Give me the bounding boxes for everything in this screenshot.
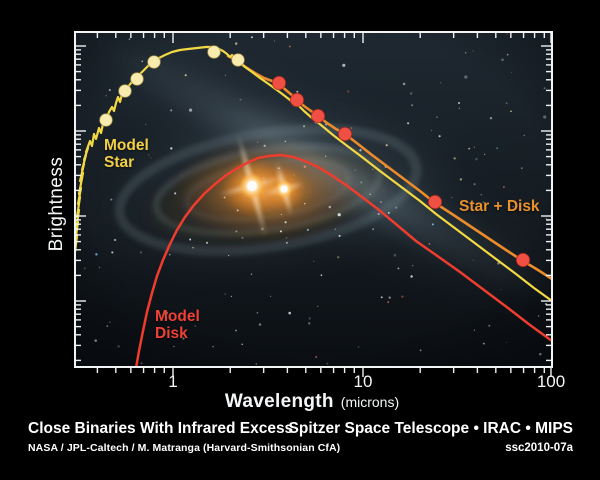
x-axis-label-unit: (microns)	[340, 394, 400, 410]
plot-frame	[74, 31, 553, 368]
x-axis-label: Wavelength (microns)	[225, 391, 399, 413]
y-axis-label: Brightness	[46, 156, 67, 252]
caption-release-id: ssc2010-07a	[505, 442, 573, 454]
x-tick-label-100: 100	[536, 372, 566, 391]
x-tick-label-1: 1	[168, 372, 178, 391]
x-tick-label-10: 10	[353, 372, 373, 391]
plot-art	[75, 32, 552, 367]
axis-ticks	[76, 33, 552, 377]
infrared-photometry-points	[271, 75, 531, 268]
annotation-model-disk: Model Disk	[155, 308, 200, 343]
annotation-model-star: Model Star	[104, 137, 149, 172]
star-plus-disk-curve	[226, 54, 552, 281]
model-disk-curve	[134, 153, 552, 367]
caption-credit: NASA / JPL-Caltech / M. Matranga (Harvar…	[28, 442, 341, 454]
caption-title: Close Binaries With Infrared Excess	[28, 420, 294, 437]
annotation-star-plus-disk: Star + Disk	[459, 198, 540, 215]
x-axis-label-text: Wavelength	[224, 391, 334, 412]
caption-telescope: Spitzer Space Telescope • IRAC • MIPS	[288, 420, 573, 437]
star-photometry-points	[99, 45, 245, 127]
